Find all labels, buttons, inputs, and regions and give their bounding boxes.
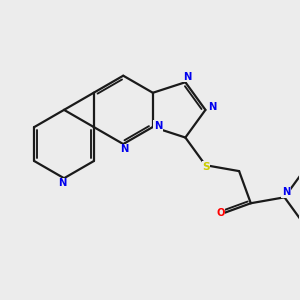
- Text: N: N: [120, 144, 128, 154]
- Text: S: S: [202, 162, 210, 172]
- Text: N: N: [282, 187, 290, 197]
- Text: N: N: [208, 102, 216, 112]
- Text: N: N: [58, 178, 67, 188]
- Text: N: N: [154, 121, 162, 131]
- Text: N: N: [183, 72, 191, 82]
- Text: O: O: [216, 208, 225, 218]
